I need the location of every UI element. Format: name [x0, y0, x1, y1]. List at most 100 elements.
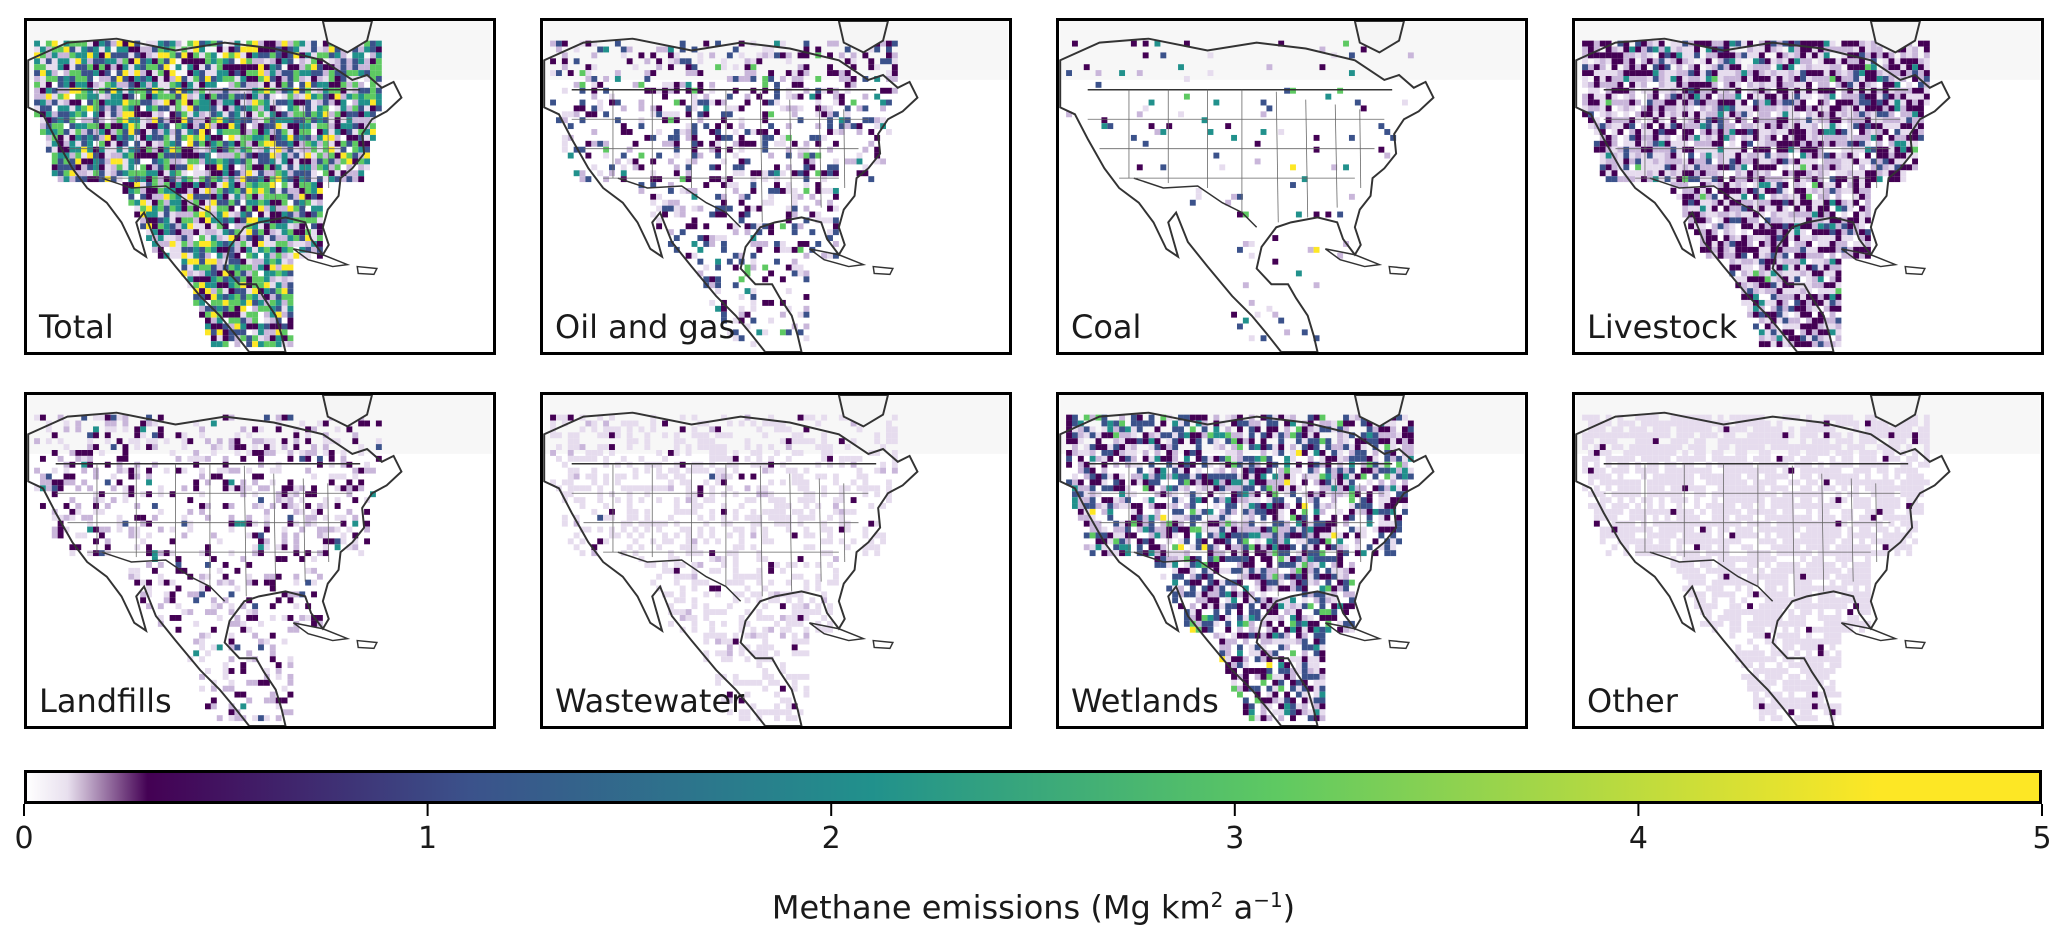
- cuba-outline: [808, 622, 867, 642]
- us-mexico-border: [101, 551, 226, 602]
- arctic-shade: [1060, 21, 1524, 80]
- coastline: [1059, 411, 1435, 726]
- state-border: [759, 91, 763, 223]
- coastline: [1575, 37, 1951, 352]
- colorbar-title-mid: a: [1223, 888, 1254, 927]
- map-panel-wastewater: Wastewater: [540, 392, 1012, 729]
- coastline: [543, 411, 919, 726]
- hispaniola-outline: [1388, 639, 1411, 650]
- greenland-outline: [321, 395, 373, 428]
- coastline: [27, 37, 403, 352]
- panel-label-total: Total: [39, 308, 114, 346]
- map-panel-livestock: Livestock: [1572, 18, 2044, 355]
- colorbar: [24, 770, 2042, 804]
- us-mexico-border: [1133, 177, 1258, 228]
- hispaniola-outline: [356, 639, 379, 650]
- panel-label-wastewater: Wastewater: [555, 682, 745, 720]
- map-panel-oil-gas: Oil and gas: [540, 18, 1012, 355]
- colorbar-tick-label-3: 3: [1225, 821, 1244, 856]
- map-panel-other: Other: [1572, 392, 2044, 729]
- map-landfills: [27, 395, 492, 726]
- hispaniola-outline: [872, 639, 895, 650]
- state-border: [1791, 91, 1795, 223]
- state-border: [302, 478, 306, 582]
- cuba-outline: [292, 622, 351, 642]
- colorbar-title-sup-1: 2: [1210, 888, 1224, 912]
- arctic-shade: [544, 21, 1008, 80]
- colorbar-tick-label-4: 4: [1629, 821, 1648, 856]
- colorbar-title-sup-2: −1: [1253, 888, 1283, 912]
- state-border: [1275, 91, 1279, 223]
- panel-label-landfills: Landfills: [39, 682, 172, 720]
- colorbar-tick-label-2: 2: [822, 821, 841, 856]
- state-border: [1791, 465, 1795, 597]
- us-mexico-border: [617, 551, 742, 602]
- emission-field: [1066, 414, 1414, 722]
- emission-field: [550, 414, 898, 722]
- greenland-outline: [1869, 21, 1921, 54]
- coastline: [27, 411, 403, 726]
- map-panel-total: Total: [24, 18, 496, 355]
- emission-field: [1066, 40, 1414, 342]
- cuba-outline: [1324, 248, 1383, 268]
- cuba-outline: [1324, 622, 1383, 642]
- emission-field: [1582, 414, 1930, 722]
- map-panel-coal: Coal: [1056, 18, 1528, 355]
- state-border: [1305, 99, 1309, 218]
- map-wetlands: [1059, 395, 1524, 726]
- map-wastewater: [543, 395, 1008, 726]
- colorbar-title-end: ): [1282, 888, 1296, 927]
- us-mexico-border: [1649, 551, 1774, 602]
- map-other: [1575, 395, 2040, 726]
- state-border: [1275, 465, 1279, 597]
- emission-field: [34, 40, 382, 348]
- panel-label-other: Other: [1587, 682, 1678, 720]
- state-border: [1850, 104, 1854, 208]
- colorbar-title: Methane emissions (Mg km2 a−1): [0, 888, 2067, 927]
- map-oil-gas: [543, 21, 1008, 352]
- coastline: [1059, 37, 1435, 352]
- greenland-outline: [321, 21, 373, 54]
- coastline: [1575, 411, 1951, 726]
- state-border: [1850, 478, 1854, 582]
- colorbar-tick-label-0: 0: [14, 821, 33, 856]
- greenland-outline: [837, 395, 889, 428]
- map-panel-wetlands: Wetlands: [1056, 392, 1528, 729]
- hispaniola-outline: [1904, 639, 1927, 650]
- colorbar-title-text: Methane emissions (Mg km: [771, 888, 1211, 927]
- greenland-outline: [1353, 395, 1405, 428]
- panel-label-coal: Coal: [1071, 308, 1142, 346]
- emission-field: [1582, 40, 1930, 348]
- greenland-outline: [1353, 21, 1405, 54]
- colorbar-tick-label-1: 1: [418, 821, 437, 856]
- state-border: [243, 465, 247, 597]
- coastline: [543, 37, 919, 352]
- greenland-outline: [1869, 395, 1921, 428]
- state-border: [818, 104, 822, 208]
- cuba-outline: [1840, 622, 1899, 642]
- map-coal: [1059, 21, 1524, 352]
- panel-label-wetlands: Wetlands: [1071, 682, 1219, 720]
- greenland-outline: [837, 21, 889, 54]
- us-mexico-border: [1649, 177, 1774, 228]
- us-mexico-border: [101, 177, 226, 228]
- emission-field: [34, 414, 382, 722]
- map-panel-landfills: Landfills: [24, 392, 496, 729]
- hispaniola-outline: [356, 265, 379, 276]
- state-border: [759, 465, 763, 597]
- us-mexico-border: [1133, 551, 1258, 602]
- map-total: [27, 21, 492, 352]
- us-mexico-border: [617, 177, 742, 228]
- hispaniola-outline: [872, 265, 895, 276]
- state-border: [243, 91, 247, 223]
- panel-label-oil-gas: Oil and gas: [555, 308, 736, 346]
- emission-field: [550, 40, 898, 348]
- panel-label-livestock: Livestock: [1587, 308, 1738, 346]
- state-border: [818, 478, 822, 582]
- state-border: [1334, 478, 1338, 582]
- state-border: [1334, 104, 1338, 208]
- cuba-outline: [808, 248, 867, 268]
- hispaniola-outline: [1904, 265, 1927, 276]
- hispaniola-outline: [1388, 265, 1411, 276]
- map-livestock: [1575, 21, 2040, 352]
